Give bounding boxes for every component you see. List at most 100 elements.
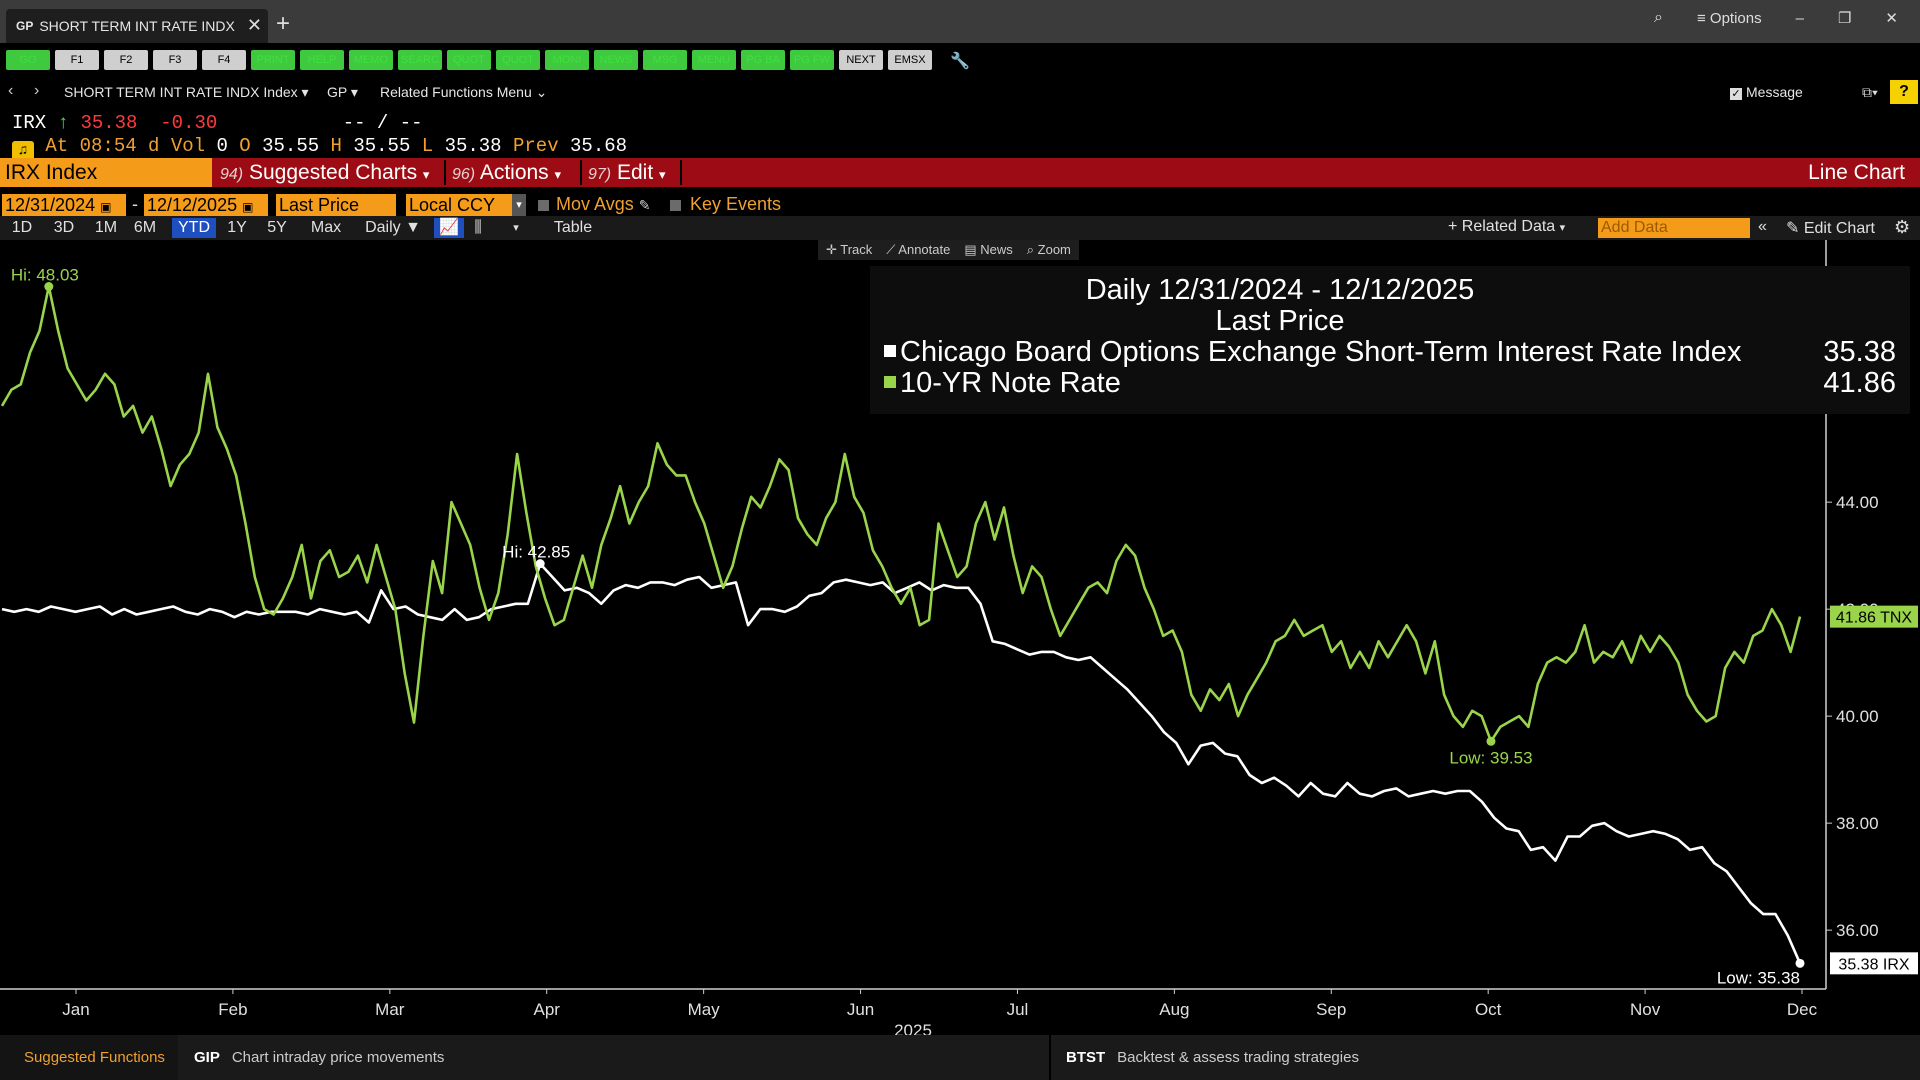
marker-tnx: [44, 282, 54, 292]
candle-chart-icon[interactable]: ⫼: [474, 219, 482, 236]
legend-period: Daily 12/31/2024 - 12/12/2025: [1085, 274, 1475, 306]
quote-time: 08:54: [79, 135, 137, 157]
open-price: 35.55: [262, 135, 320, 157]
settings-gear-icon[interactable]: ⚙: [1894, 217, 1911, 237]
end-date-field[interactable]: 12/12/2025 ▣: [144, 194, 268, 216]
suggested-functions-label: Suggested Functions: [0, 1035, 178, 1080]
suggested-function-btst[interactable]: BTST Backtest & assess trading strategies: [1066, 1049, 1359, 1066]
table-button[interactable]: Table: [553, 219, 593, 236]
add-data-input[interactable]: Add Data: [1598, 218, 1750, 238]
line-chart-icon[interactable]: 📈: [434, 218, 464, 238]
period-1y[interactable]: 1Y: [227, 219, 247, 236]
legend-series-tnx[interactable]: 10-YR Note Rate 41.86: [884, 367, 1896, 400]
forward-arrow-icon[interactable]: ›: [34, 82, 40, 99]
fkey-menu[interactable]: MENU: [692, 50, 736, 70]
options-label: Options: [1709, 9, 1762, 27]
ticks-icon[interactable]: ♫: [12, 141, 34, 161]
legend-value: 35.38: [1823, 336, 1896, 368]
field-selector[interactable]: Last Price: [276, 194, 396, 216]
actions-button[interactable]: 96) Actions ▾: [452, 161, 562, 184]
close-tab-icon[interactable]: ✕: [246, 15, 262, 35]
fkey-emsx[interactable]: EMSX: [888, 50, 932, 70]
fkey-f1[interactable]: F1: [55, 50, 99, 70]
tool-track[interactable]: ✛ Track: [826, 242, 873, 257]
function-key-bar: GO F1 F2 F3 F4 PRINT HELP MEMO SEARC QUOT QUOT MONI…: [6, 50, 932, 70]
x-tick-label: Feb: [218, 1000, 247, 1019]
fkey-next[interactable]: NEXT: [839, 50, 883, 70]
options-menu[interactable]: ≡ Options: [1697, 9, 1762, 27]
key-events-checkbox[interactable]: [670, 200, 681, 211]
x-tick-label: May: [688, 1000, 721, 1019]
period-ytd[interactable]: YTD: [172, 218, 216, 238]
tool-annotate[interactable]: ⟋ Annotate: [886, 242, 951, 257]
back-arrow-icon[interactable]: ‹: [8, 82, 14, 99]
period-1m[interactable]: 1M: [94, 219, 118, 236]
pencil-icon: ✎: [638, 197, 651, 213]
period-5y[interactable]: 5Y: [267, 219, 287, 236]
legend-series-irx[interactable]: Chicago Board Options Exchange Short-Ter…: [884, 336, 1896, 369]
edit-chart-button[interactable]: ✎ Edit Chart: [1786, 220, 1875, 237]
fkey-msg[interactable]: MSG: [643, 50, 687, 70]
security-breadcrumb[interactable]: SHORT TERM INT RATE INDX Index ▾: [64, 84, 309, 100]
function-breadcrumb[interactable]: GP ▾: [327, 84, 358, 100]
marker-irx: [535, 559, 545, 569]
fkey-help[interactable]: HELP: [300, 50, 344, 70]
key-events-label[interactable]: Key Events: [690, 194, 782, 214]
x-tick-label: Dec: [1787, 1000, 1818, 1019]
search-icon[interactable]: ⌕: [1654, 9, 1663, 26]
fkey-f3[interactable]: F3: [153, 50, 197, 70]
series-line-tnx[interactable]: [0, 285, 1802, 743]
start-date-field[interactable]: 12/31/2024 ▣: [2, 194, 126, 216]
related-data-button[interactable]: + Related Data ▾: [1448, 218, 1566, 235]
fkey-moni[interactable]: MONI: [545, 50, 589, 70]
period-6m[interactable]: 6M: [133, 219, 157, 236]
fkey-f2[interactable]: F2: [104, 50, 148, 70]
suggested-functions-bar: Suggested Functions GIP Chart intraday pr…: [0, 1035, 1920, 1080]
marker-tnx: [1486, 736, 1496, 746]
suggested-function-gip[interactable]: GIP Chart intraday price movements: [194, 1049, 445, 1066]
fkey-pg-ba[interactable]: PG BA: [741, 50, 785, 70]
new-tab-icon[interactable]: +: [276, 10, 291, 37]
tnx-low-label: Low: 39.53: [1449, 748, 1532, 767]
mov-avgs-label[interactable]: Mov Avgs ✎: [556, 194, 651, 214]
tool-news[interactable]: ▤ News: [964, 242, 1013, 257]
chart-style-dropdown-icon[interactable]: ▾: [513, 222, 519, 234]
fkey-quot[interactable]: QUOT: [447, 50, 491, 70]
volume: 0: [216, 135, 228, 157]
fkey-memo[interactable]: MEMO: [349, 50, 393, 70]
collapse-icon[interactable]: «: [1758, 218, 1767, 235]
fkey-quot[interactable]: QUOT: [496, 50, 540, 70]
period-1d[interactable]: 1D: [11, 219, 33, 236]
help-button[interactable]: ?: [1890, 80, 1918, 104]
fkey-searc[interactable]: SEARC: [398, 50, 442, 70]
bid-ask: -- / --: [342, 112, 423, 134]
fkey-print[interactable]: PRINT: [251, 50, 295, 70]
wrench-icon[interactable]: 🔧: [950, 53, 970, 70]
fkey-f4[interactable]: F4: [202, 50, 246, 70]
x-tick-label: Jul: [1007, 1000, 1029, 1019]
message-toggle[interactable]: ✓ Message: [1730, 84, 1803, 100]
period-max[interactable]: Max: [310, 219, 342, 236]
layout-icon[interactable]: ⧉▾: [1862, 84, 1878, 100]
date-dash: -: [132, 194, 138, 214]
series-line-irx[interactable]: [1, 562, 1802, 964]
security-field[interactable]: IRX Index: [0, 158, 212, 187]
mov-avgs-checkbox[interactable]: [538, 200, 549, 211]
tnx-last-tag-bg: [1830, 605, 1918, 628]
fkey-go[interactable]: GO: [6, 50, 50, 70]
fkey-pg-fw[interactable]: PG FW: [790, 50, 834, 70]
period-3d[interactable]: 3D: [53, 219, 75, 236]
edit-button[interactable]: 97) Edit ▾: [588, 161, 666, 184]
tool-zoom[interactable]: ⌕ Zoom: [1026, 242, 1071, 257]
line-chart[interactable]: 48.0046.0044.0042.0040.0038.0036.00JanFe…: [0, 240, 1920, 1035]
close-window-icon[interactable]: ✕: [1885, 10, 1898, 27]
restore-icon[interactable]: ❐: [1837, 10, 1852, 27]
related-functions-menu[interactable]: Related Functions Menu ⌄: [380, 84, 548, 100]
minimize-icon[interactable]: –: [1795, 9, 1804, 27]
x-tick-label: Jun: [847, 1000, 874, 1019]
fkey-news[interactable]: NEWS: [594, 50, 638, 70]
window-tab[interactable]: GP SHORT TERM INT RATE INDX Index ✕: [6, 9, 268, 43]
suggested-charts-button[interactable]: 94) Suggested Charts ▾: [220, 161, 430, 184]
currency-selector[interactable]: Local CCY ▾: [406, 194, 526, 216]
frequency-selector[interactable]: Daily ▼: [365, 219, 421, 236]
